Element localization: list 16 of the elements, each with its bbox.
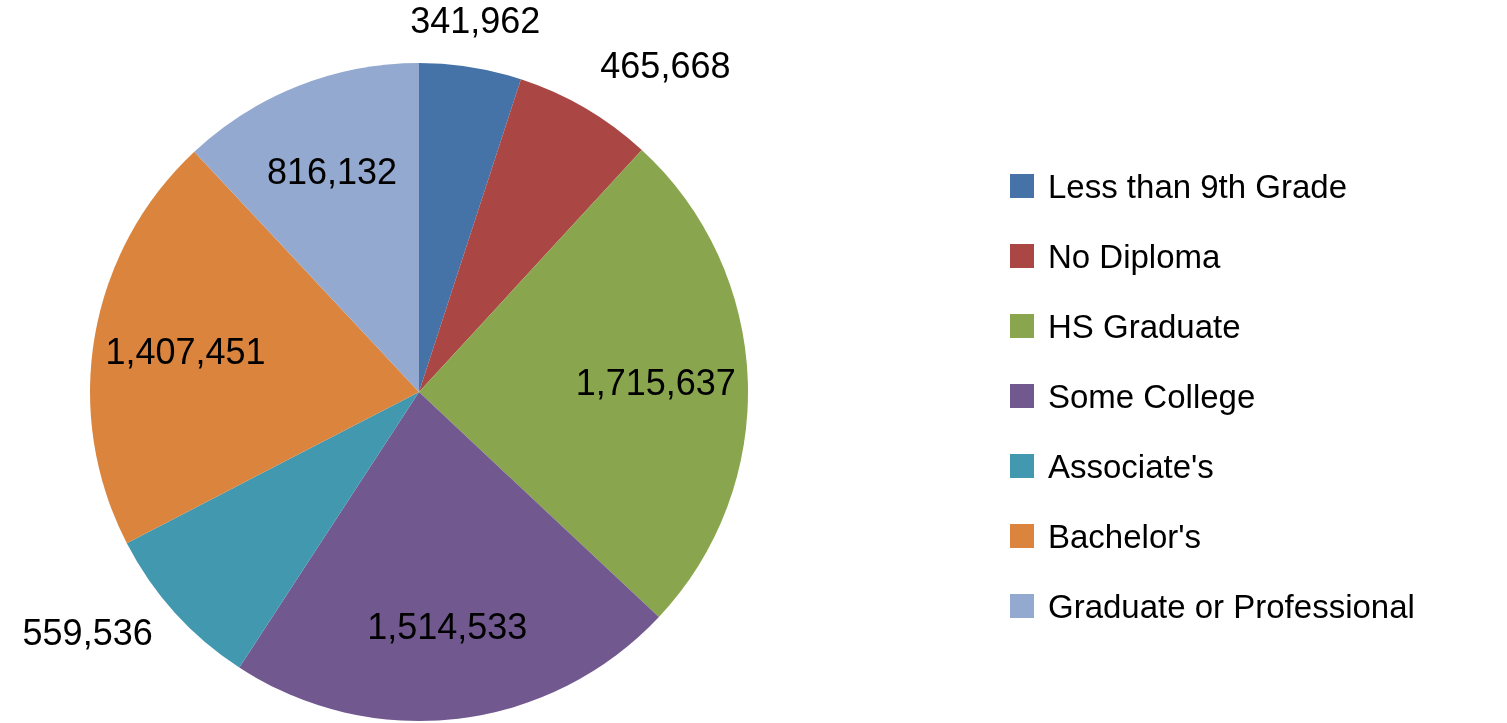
data-label: 559,536 [22,611,153,653]
data-label: 1,715,637 [575,362,736,404]
legend-label: Less than 9th Grade [1048,168,1348,205]
legend-label: HS Graduate [1048,308,1241,345]
data-label: 465,668 [600,45,731,87]
data-label: 341,962 [410,0,541,42]
legend-label: Some College [1048,378,1256,415]
legend-label: Graduate or Professional [1048,588,1415,625]
pie-slice [419,63,521,392]
legend-label: Associate's [1048,448,1214,485]
pie-slice [90,151,419,544]
data-label: 816,132 [266,150,398,192]
legend-label: Bachelor's [1048,518,1202,555]
data-label: 1,514,533 [367,606,528,648]
data-label: 1,407,451 [105,330,266,372]
legend-label: No Diploma [1048,238,1222,275]
